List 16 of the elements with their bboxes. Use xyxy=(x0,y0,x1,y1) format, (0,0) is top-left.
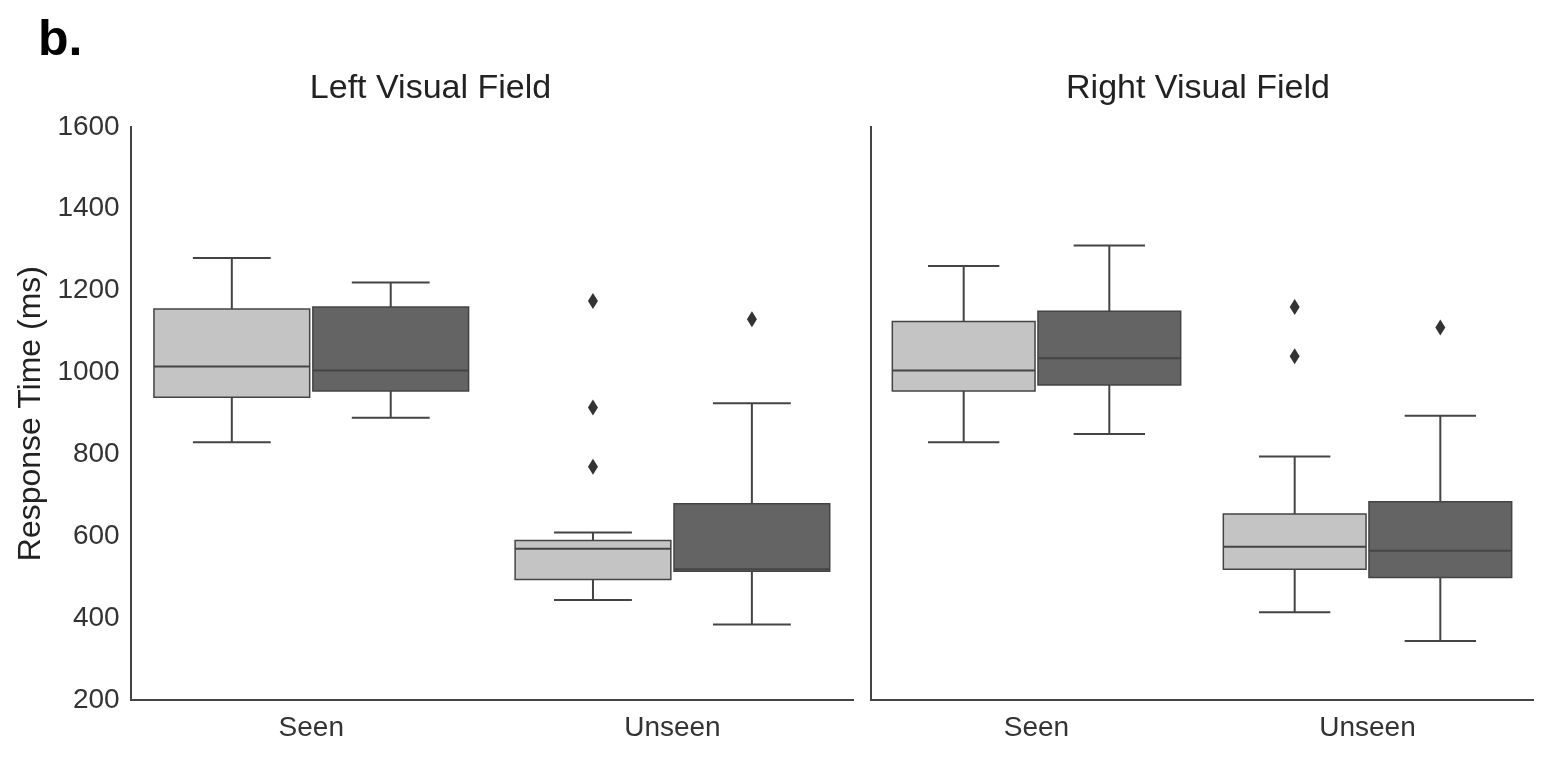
text: b. xyxy=(38,10,83,66)
y-tick-label: 1600 xyxy=(57,109,120,141)
y-tick-label: 600 xyxy=(72,519,120,551)
x-tick-label: Seen xyxy=(278,710,344,742)
y-tick-label: 200 xyxy=(72,683,120,715)
y-tick-label: 1000 xyxy=(57,355,120,387)
x-tick-label: Seen xyxy=(1003,710,1070,742)
y-axis-title: Response Time (ms) xyxy=(11,266,48,562)
chart-title: Left Visual Field xyxy=(309,66,552,105)
y-tick-label: 400 xyxy=(72,601,120,633)
y-tick-label: 1400 xyxy=(57,191,120,223)
chart-title: Right Visual Field xyxy=(1066,66,1330,105)
y-tick-label: 800 xyxy=(72,437,120,469)
x-tick-label: Unseen xyxy=(624,710,721,742)
x-tick-label: Unseen xyxy=(1319,710,1416,742)
y-tick-label: 1200 xyxy=(57,273,120,305)
